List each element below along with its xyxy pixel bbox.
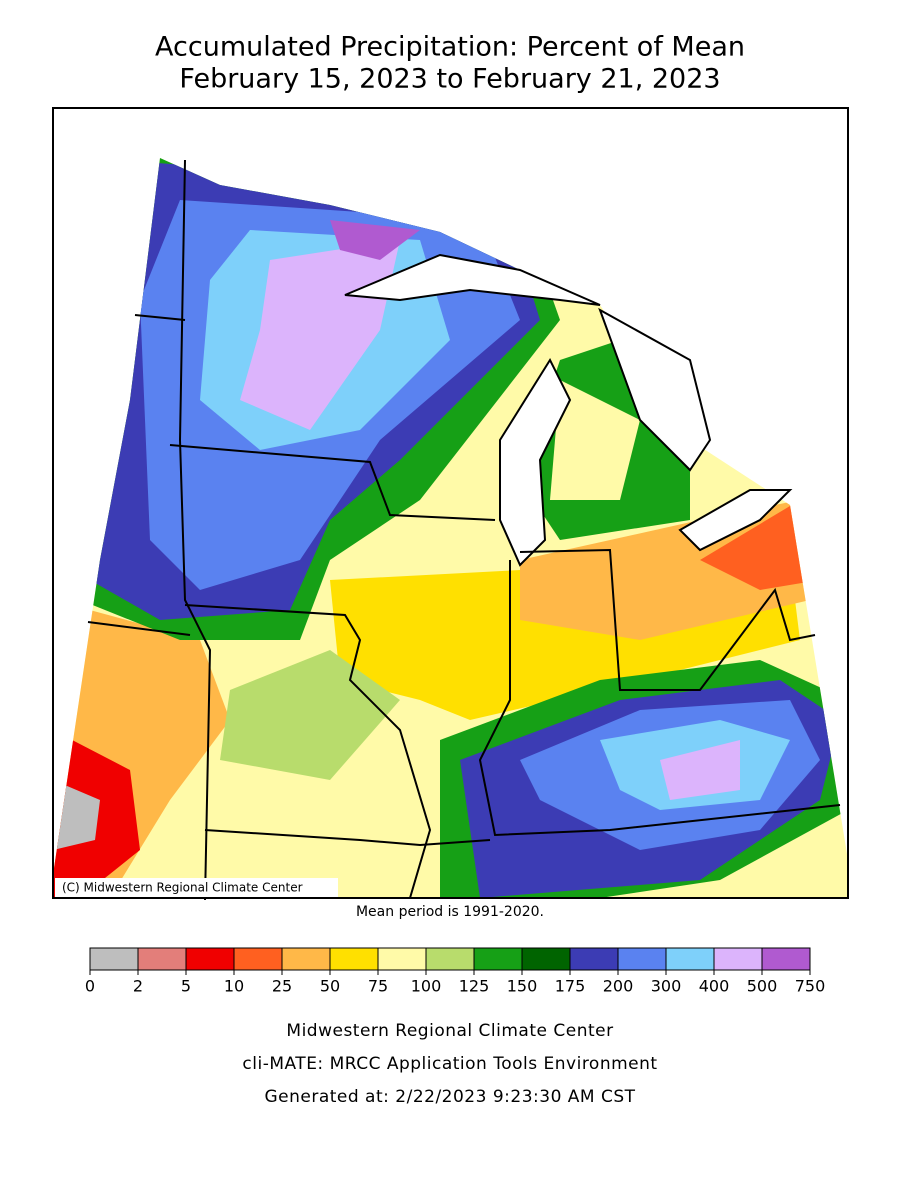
legend-swatch xyxy=(89,947,139,971)
legend-label: 2 xyxy=(133,977,143,996)
legend-label: 75 xyxy=(368,977,388,996)
legend-swatch xyxy=(713,947,763,971)
title-line: Accumulated Precipitation: Percent of Me… xyxy=(155,32,745,63)
legend-label: 300 xyxy=(651,977,682,996)
legend-swatch xyxy=(569,947,619,971)
footer-line: cli-MATE: MRCC Application Tools Environ… xyxy=(242,1054,657,1074)
legend-label: 400 xyxy=(699,977,730,996)
legend-swatch xyxy=(185,947,235,971)
legend-swatch xyxy=(281,947,331,971)
legend: 0 2 5 10 25 50 75 100 125 150 175 200 300 400 500 750 xyxy=(85,947,826,996)
legend-swatch xyxy=(377,947,427,971)
legend-swatch xyxy=(521,947,571,971)
title-line: February 15, 2023 to February 21, 2023 xyxy=(179,64,720,95)
legend-swatch xyxy=(137,947,187,971)
legend-swatch xyxy=(425,947,475,971)
legend-label: 50 xyxy=(320,977,340,996)
footer-line: Generated at: 2/22/2023 9:23:30 AM CST xyxy=(264,1087,635,1107)
legend-swatch xyxy=(473,947,523,971)
legend-swatch xyxy=(665,947,715,971)
map: (C) Midwestern Regional Climate Center xyxy=(52,107,849,901)
footer-line: Midwestern Regional Climate Center xyxy=(286,1021,613,1041)
legend-label: 175 xyxy=(555,977,586,996)
legend-label: 25 xyxy=(272,977,292,996)
legend-label: 200 xyxy=(603,977,634,996)
legend-swatch xyxy=(617,947,667,971)
legend-swatch xyxy=(233,947,283,971)
legend-label: 5 xyxy=(181,977,191,996)
legend-label: 500 xyxy=(747,977,778,996)
legend-swatch xyxy=(761,947,811,971)
credit-box xyxy=(55,878,338,897)
legend-swatch xyxy=(329,947,379,971)
legend-label: 750 xyxy=(795,977,826,996)
legend-label: 125 xyxy=(459,977,490,996)
legend-label: 150 xyxy=(507,977,538,996)
legend-label: 0 xyxy=(85,977,95,996)
legend-label: 10 xyxy=(224,977,244,996)
mean-note: Mean period is 1991-2020. xyxy=(356,904,544,920)
map-frame xyxy=(52,107,849,899)
credit: (C) Midwestern Regional Climate Center xyxy=(62,881,303,895)
legend-label: 100 xyxy=(411,977,442,996)
